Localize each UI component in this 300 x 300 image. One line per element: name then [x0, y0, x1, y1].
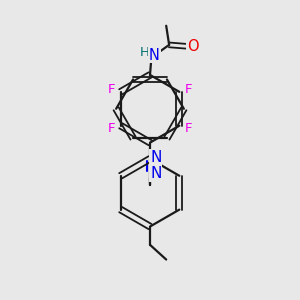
Text: N: N	[150, 166, 162, 181]
Text: F: F	[184, 83, 192, 96]
Text: F: F	[108, 83, 116, 96]
Text: N: N	[149, 48, 160, 63]
Text: O: O	[187, 39, 199, 54]
Text: F: F	[184, 122, 192, 135]
Text: N: N	[150, 150, 162, 165]
Text: F: F	[108, 122, 116, 135]
Text: H: H	[140, 46, 150, 59]
